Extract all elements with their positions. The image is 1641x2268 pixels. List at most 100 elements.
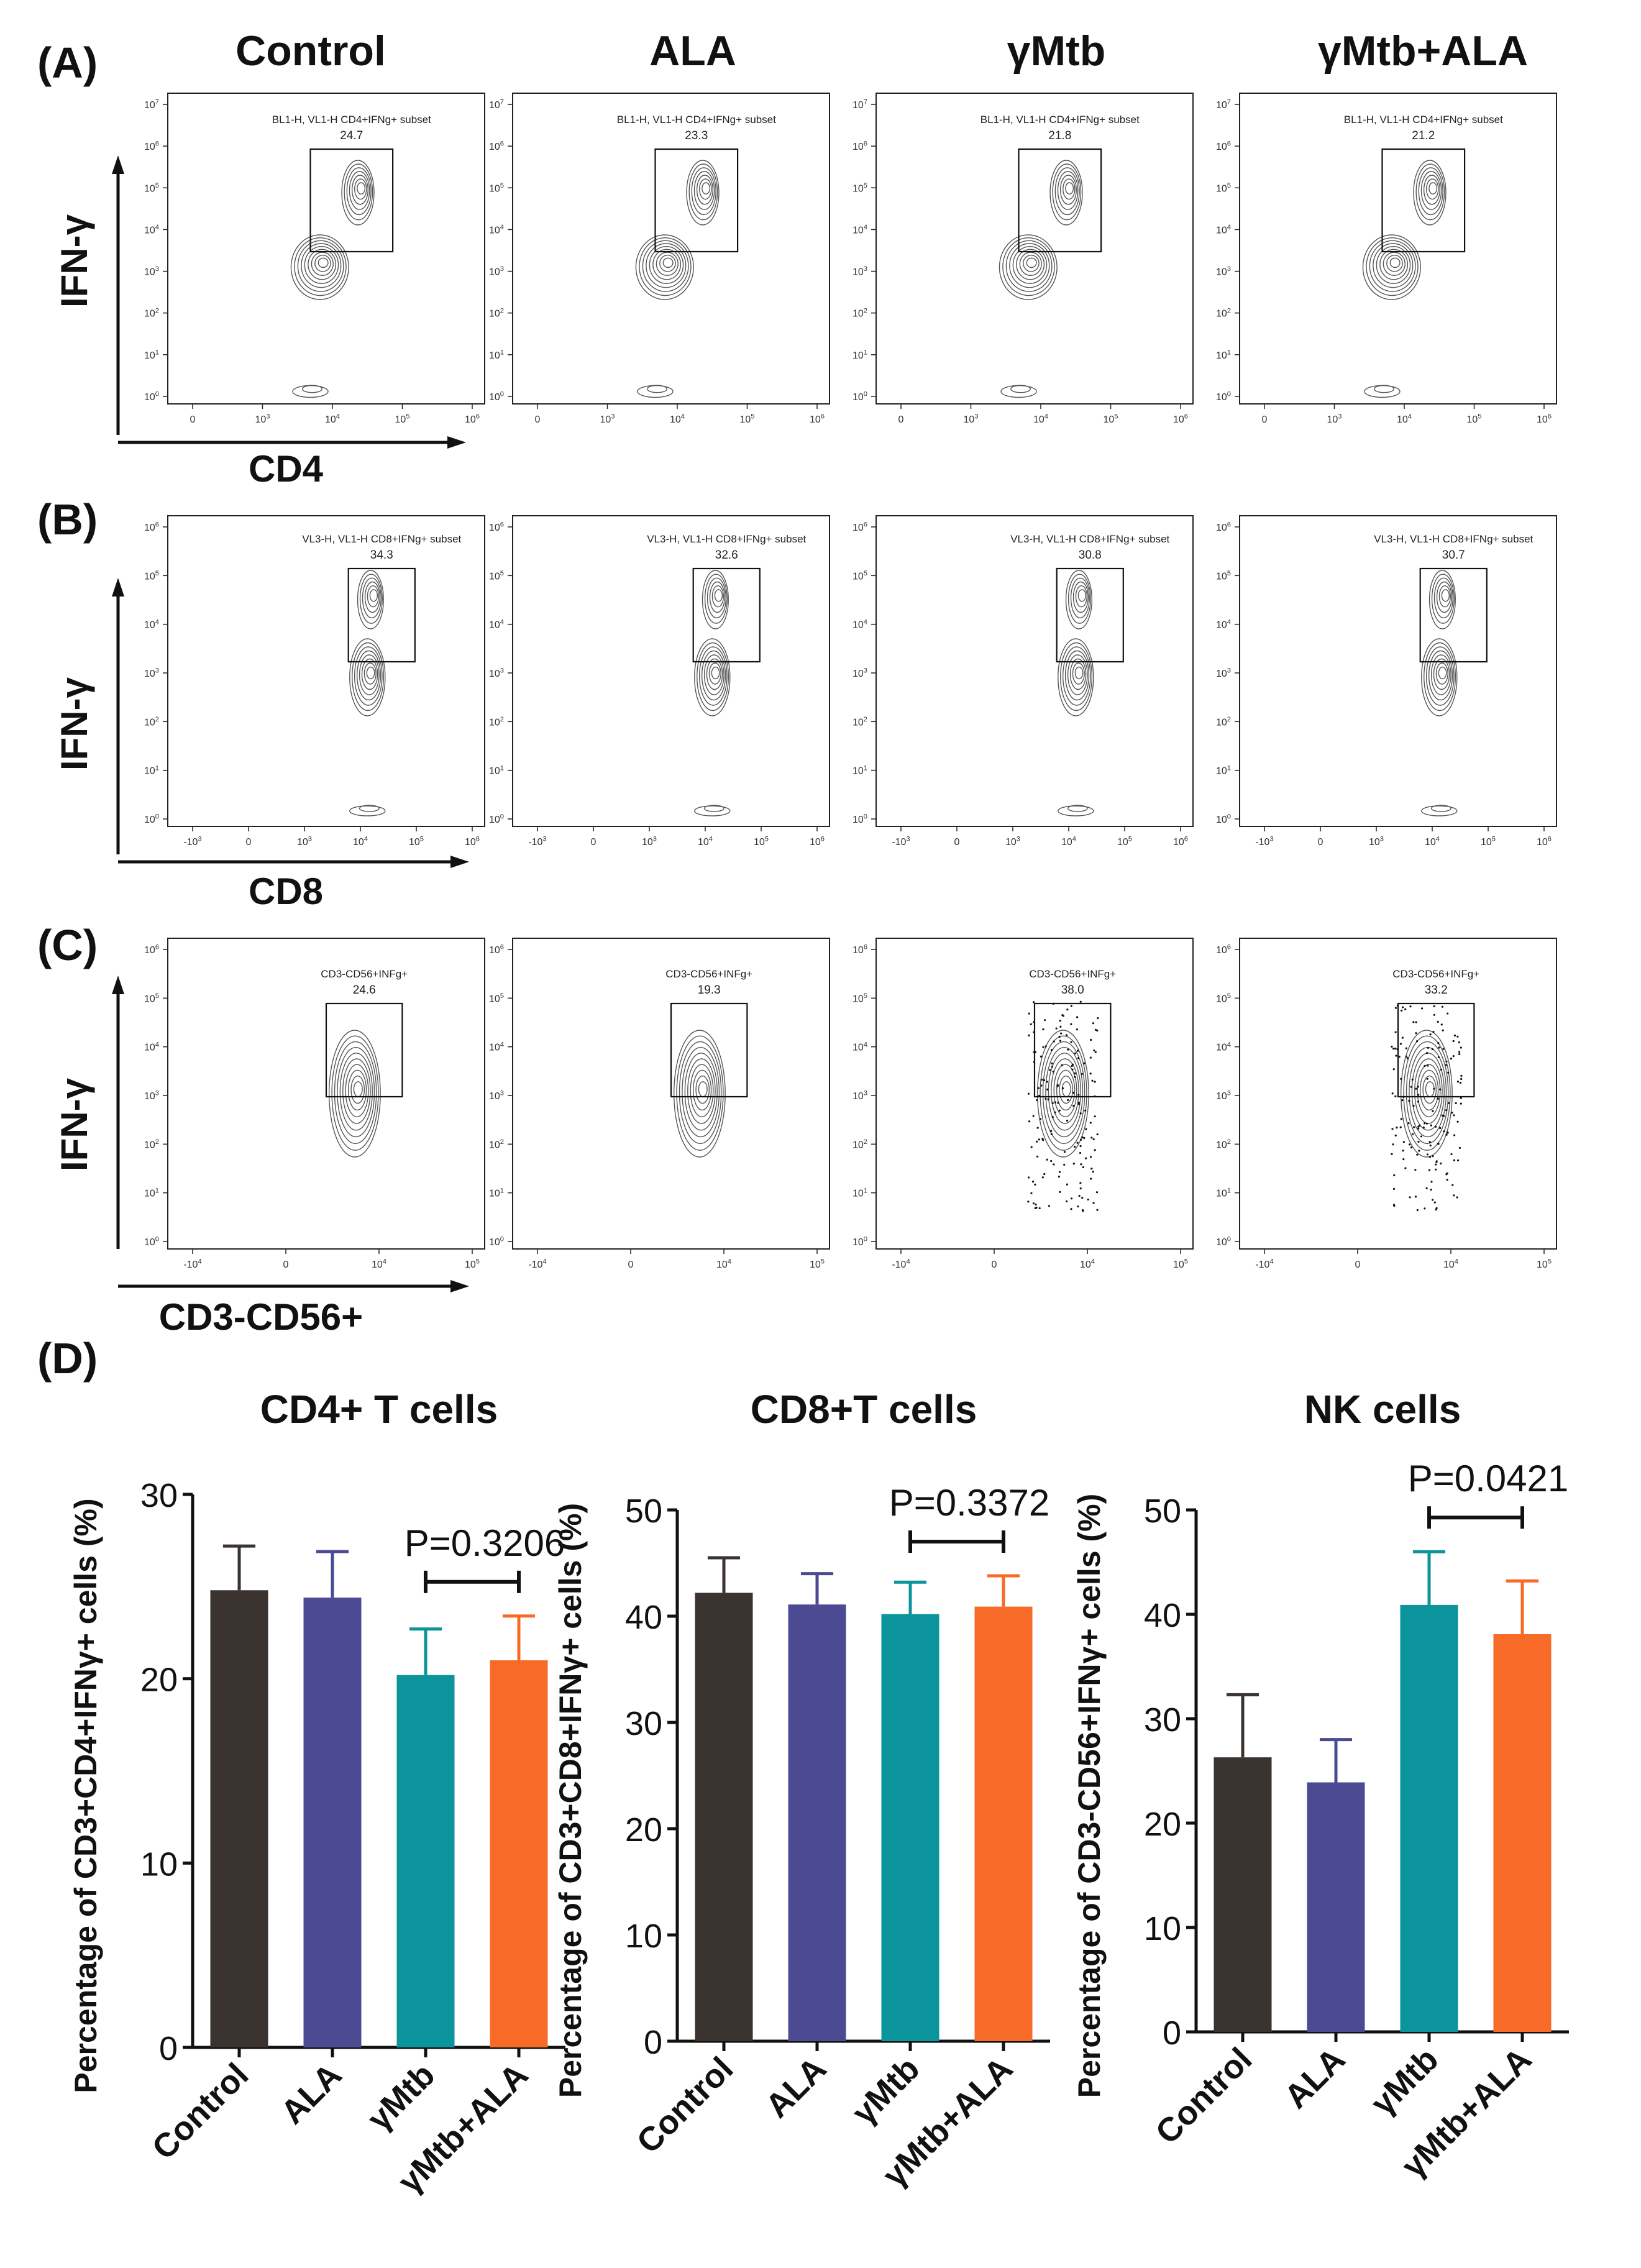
contour-line	[339, 1053, 373, 1131]
flow-xtick-label: 104	[353, 836, 368, 848]
contour-line	[1364, 385, 1401, 398]
gate-label: CD3-CD56+INFg+	[321, 968, 408, 980]
flow-ytick-label: 104	[1216, 224, 1231, 235]
contour-line	[346, 167, 372, 216]
flow-plot-frame	[167, 93, 485, 405]
flow-xtick-label: 106	[810, 836, 825, 848]
flow-ytick-label: 103	[489, 1090, 504, 1102]
event-dot	[1416, 1209, 1419, 1212]
event-dot	[1063, 1151, 1066, 1153]
contour-line	[1056, 1069, 1076, 1111]
contour-line	[1077, 589, 1087, 602]
event-dot	[1072, 1091, 1074, 1094]
contour-line	[1016, 249, 1045, 280]
flow-ytick-label: 104	[144, 1041, 159, 1053]
contour-line	[1005, 240, 1053, 292]
flow-ytick-label: 105	[144, 182, 159, 194]
flow-ytick-label: 103	[852, 667, 867, 679]
bar-category-label: γMtb	[1364, 2041, 1446, 2123]
contour-line	[652, 249, 682, 280]
flow-plot-1-1: 100 101 102 103 104 105 106 -103 0 103 104 105 106 VL…	[489, 515, 830, 848]
contour-line	[1421, 638, 1458, 716]
flow-plot-frame	[875, 515, 1194, 827]
gate-percent: 21.2	[1412, 129, 1435, 142]
event-dot	[1409, 1196, 1411, 1199]
flow-ytick-label: 100	[1216, 391, 1231, 403]
flow-xtick-label: 103	[600, 413, 615, 425]
contour-line	[1058, 638, 1094, 716]
flow-xtick-label: 0	[591, 837, 597, 848]
contour-line	[1049, 160, 1083, 226]
event-dot	[1079, 1145, 1082, 1148]
flow-ytick-label: 106	[852, 521, 867, 533]
event-dot	[1451, 1184, 1454, 1186]
contour-line	[359, 654, 380, 695]
flow-plot-frame	[512, 93, 830, 405]
event-dot	[1041, 1137, 1044, 1140]
flow-ytick-label: 106	[489, 944, 504, 956]
event-dot	[1090, 1168, 1093, 1170]
event-dot	[1050, 1130, 1053, 1132]
contour-line	[1063, 178, 1076, 200]
event-dot	[1399, 1126, 1402, 1128]
bar-category-label: ALA	[274, 2056, 349, 2131]
event-dot	[1092, 1138, 1095, 1141]
contour-line	[1054, 167, 1080, 216]
event-dot	[1046, 1088, 1049, 1091]
panel-b-axes: IFN-γ CD8	[53, 578, 469, 912]
event-dot	[1094, 1028, 1097, 1031]
event-dot	[1442, 1029, 1444, 1031]
event-dot	[1077, 1101, 1080, 1104]
contour-line	[695, 1075, 710, 1104]
event-dot	[1426, 1051, 1428, 1054]
event-dot	[1405, 1055, 1407, 1058]
flow-ytick-label: 103	[1216, 667, 1231, 679]
contour-line	[697, 642, 729, 711]
panel-b-letter: (B)	[37, 495, 98, 544]
event-dot	[1392, 1204, 1395, 1206]
flow-ytick-label: 103	[1216, 1090, 1231, 1102]
contour-line	[1069, 658, 1087, 690]
contour-line	[1423, 175, 1440, 205]
flow-ytick-label: 100	[144, 1236, 159, 1248]
event-dot	[1418, 1150, 1420, 1152]
contour-line	[1400, 1030, 1453, 1158]
bar-chart-0: CD4+ T cells Percentage of CD3+CD4+IFNγ+ …	[68, 1387, 565, 2200]
event-dot	[1460, 1102, 1462, 1105]
contour-line	[362, 577, 382, 619]
event-dot	[1035, 1203, 1037, 1206]
gate-rectangle	[1018, 148, 1102, 253]
flow-ytick-label: 106	[144, 521, 159, 533]
event-dot	[1093, 1049, 1095, 1052]
event-dot	[1050, 1133, 1053, 1135]
contour-line	[1067, 805, 1088, 812]
flow-ytick-label: 101	[852, 1187, 867, 1199]
panel-c-letter: (C)	[37, 921, 98, 969]
event-dot	[1453, 1134, 1456, 1136]
bar-ytick-label: 20	[625, 1811, 662, 1849]
event-dot	[1083, 1136, 1086, 1140]
event-dot	[1410, 1086, 1412, 1088]
contour-line	[292, 385, 329, 398]
flow-ytick-label: 103	[1216, 265, 1231, 277]
event-dot	[1391, 1092, 1394, 1095]
contour-line	[304, 245, 339, 284]
flow-ytick-label: 104	[1216, 618, 1231, 630]
event-dot	[1432, 1030, 1435, 1033]
panel-c-xlabel: CD3-CD56+	[159, 1296, 363, 1338]
panel-b-xlabel: CD8	[249, 871, 323, 912]
flow-ytick-label: 105	[144, 992, 159, 1004]
contour-line	[1418, 167, 1443, 216]
flow-xtick-label: 103	[1369, 836, 1384, 848]
flow-ytick-label: 101	[852, 764, 867, 776]
contour-line	[1415, 163, 1445, 221]
contour-line	[356, 650, 382, 701]
flow-ytick-label: 106	[489, 140, 504, 152]
event-dot	[1041, 1176, 1044, 1179]
flow-xtick-label: 106	[465, 836, 480, 848]
event-dot	[1055, 1027, 1058, 1030]
contour-line	[1026, 257, 1037, 268]
contour-line	[1064, 650, 1090, 701]
event-dot	[1438, 1046, 1440, 1049]
flow-ytick-label: 102	[144, 1138, 159, 1150]
